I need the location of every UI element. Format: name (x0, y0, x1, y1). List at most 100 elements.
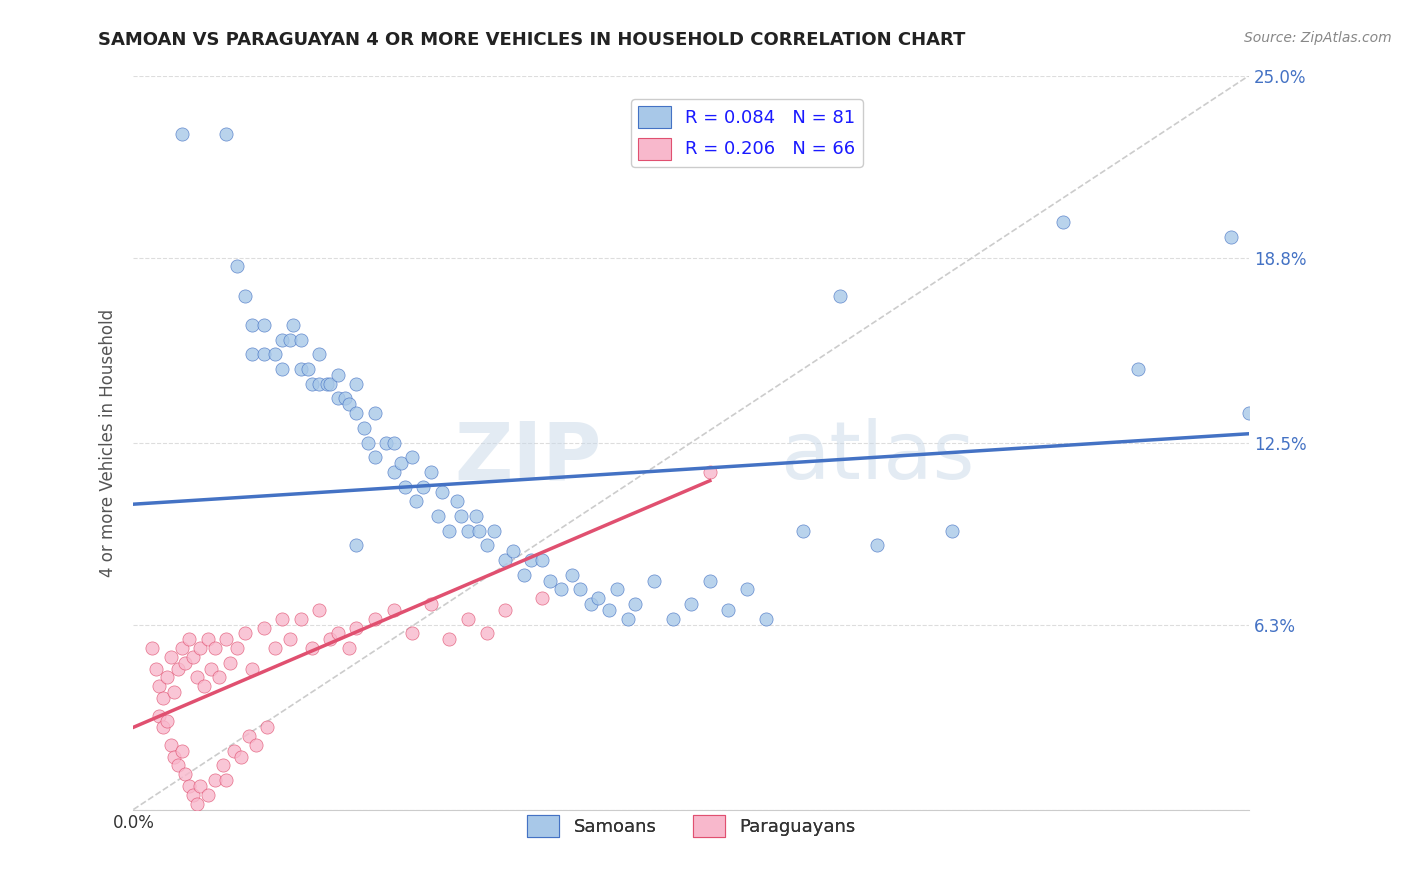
Point (866, 538, 889, 552)
Point (1219, 230, 1241, 244)
Point (197, 632, 219, 647)
Point (167, 662, 190, 676)
Point (792, 524, 814, 538)
Point (219, 656, 242, 670)
Point (382, 465, 405, 479)
Point (346, 376, 368, 391)
Text: ZIP: ZIP (454, 418, 602, 496)
Point (152, 690, 174, 705)
Text: SAMOAN VS PARAGUAYAN 4 OR MORE VEHICLES IN HOUSEHOLD CORRELATION CHART: SAMOAN VS PARAGUAYAN 4 OR MORE VEHICLES … (98, 31, 966, 49)
Point (301, 376, 323, 391)
Point (252, 347, 274, 361)
Point (193, 679, 215, 693)
Point (271, 612, 294, 626)
Point (617, 612, 640, 626)
Point (174, 656, 197, 670)
Point (598, 603, 620, 617)
Point (337, 641, 360, 656)
Point (252, 620, 274, 634)
Point (699, 465, 721, 479)
Point (197, 788, 219, 802)
Point (337, 397, 360, 411)
Point (278, 333, 301, 347)
Point (439, 524, 461, 538)
Point (427, 508, 450, 523)
Point (520, 553, 543, 567)
Point (186, 797, 208, 811)
Point (163, 685, 186, 699)
Point (319, 632, 342, 647)
Point (159, 738, 181, 752)
Point (624, 597, 647, 611)
Point (163, 749, 186, 764)
Point (568, 582, 591, 597)
Point (346, 538, 368, 552)
Point (419, 597, 441, 611)
Point (245, 738, 267, 752)
Point (315, 376, 337, 391)
Point (240, 347, 263, 361)
Point (588, 591, 610, 606)
Point (215, 773, 238, 788)
Point (457, 612, 479, 626)
Point (208, 670, 231, 684)
Point (283, 318, 305, 332)
Point (308, 603, 330, 617)
Point (538, 574, 561, 588)
Point (233, 289, 256, 303)
Point (215, 632, 238, 647)
Point (394, 479, 416, 493)
Point (188, 641, 211, 656)
Point (148, 708, 170, 723)
Point (681, 597, 703, 611)
Point (170, 744, 193, 758)
Point (156, 670, 179, 684)
Point (231, 749, 253, 764)
Point (1126, 362, 1149, 376)
Point (356, 435, 378, 450)
Point (308, 347, 330, 361)
Point (606, 582, 628, 597)
Point (188, 779, 211, 793)
Point (301, 641, 323, 656)
Point (1237, 406, 1260, 420)
Point (419, 465, 441, 479)
Point (364, 612, 387, 626)
Point (468, 524, 491, 538)
Point (156, 714, 179, 729)
Point (181, 788, 204, 802)
Point (152, 720, 174, 734)
Point (941, 524, 963, 538)
Point (204, 773, 226, 788)
Point (475, 626, 498, 640)
Point (550, 582, 572, 597)
Point (326, 392, 349, 406)
Point (263, 641, 285, 656)
Point (579, 597, 602, 611)
Point (531, 553, 554, 567)
Point (233, 626, 256, 640)
Text: atlas: atlas (780, 418, 974, 496)
Point (186, 670, 208, 684)
Point (226, 260, 249, 274)
Point (364, 406, 387, 420)
Point (475, 538, 498, 552)
Point (661, 612, 683, 626)
Text: Source: ZipAtlas.com: Source: ZipAtlas.com (1244, 31, 1392, 45)
Point (215, 127, 238, 141)
Point (699, 574, 721, 588)
Point (494, 553, 516, 567)
Point (200, 662, 222, 676)
Point (430, 485, 453, 500)
Point (439, 632, 461, 647)
Point (278, 632, 301, 647)
Point (464, 508, 486, 523)
Point (401, 450, 423, 465)
Point (457, 524, 479, 538)
Point (561, 567, 583, 582)
Legend: Samoans, Paraguayans: Samoans, Paraguayans (519, 808, 863, 845)
Point (167, 758, 190, 772)
Point (828, 289, 851, 303)
Point (222, 744, 245, 758)
Point (401, 626, 423, 640)
